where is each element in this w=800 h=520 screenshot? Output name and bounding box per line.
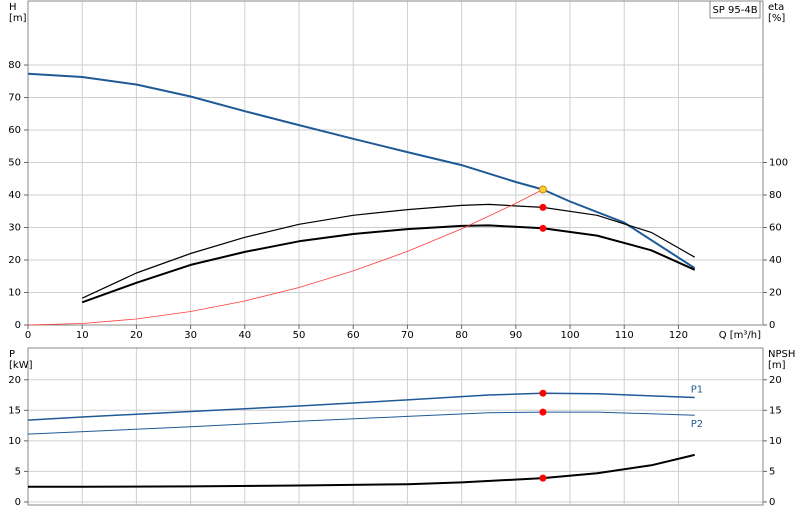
duty-point (539, 474, 547, 482)
y-tick-label: 10 (8, 436, 21, 447)
y-tick-label: 0 (15, 320, 21, 331)
y2-axis-label: eta (768, 2, 784, 13)
y-tick-label: 80 (8, 60, 21, 71)
y-axis-label: [m] (9, 13, 27, 24)
x-tick-label: 120 (669, 330, 688, 341)
y2-tick-label: 40 (769, 255, 782, 266)
title-box (709, 0, 761, 19)
y-tick-label: 0 (15, 497, 21, 508)
y-tick-label: 50 (8, 158, 21, 169)
x-axis-label: Q [m³/h] (719, 330, 761, 341)
series-label: P1 (691, 384, 703, 395)
y-tick-label: 20 (8, 375, 21, 386)
y-tick-label: 30 (8, 223, 21, 234)
duty-point (539, 224, 547, 232)
curve (27, 392, 695, 421)
x-tick-label: 110 (615, 330, 634, 341)
x-tick-label: 30 (184, 330, 197, 341)
y2-tick-label: 60 (769, 223, 782, 234)
curve (28, 453, 695, 488)
x-tick-label: 60 (347, 330, 360, 341)
x-tick-label: 40 (238, 330, 251, 341)
y-tick-label: 15 (8, 405, 21, 416)
y2-axis-label: NPSH (768, 349, 795, 360)
duty-point (538, 185, 547, 194)
y-axis-label: P (9, 349, 15, 360)
curve (81, 224, 696, 304)
duty-point (539, 408, 547, 416)
x-tick-label: 80 (455, 330, 468, 341)
duty-point (539, 389, 547, 397)
curve (27, 189, 544, 326)
y-axis-label: H (9, 2, 17, 13)
y-tick-label: 20 (8, 255, 21, 266)
y2-tick-label: 20 (769, 288, 782, 299)
y-axis-label: [kW] (9, 360, 33, 371)
y2-tick-label: 80 (769, 190, 782, 201)
x-tick-label: 50 (293, 330, 306, 341)
x-tick-label: 100 (560, 330, 579, 341)
x-tick-label: 70 (401, 330, 414, 341)
y-tick-label: 5 (15, 466, 21, 477)
y2-tick-label: 0 (769, 497, 775, 508)
curve (27, 411, 695, 435)
y-tick-label: 40 (8, 190, 21, 201)
x-tick-label: 10 (76, 330, 89, 341)
y2-tick-label: 0 (769, 320, 775, 331)
y2-tick-label: 5 (769, 466, 775, 477)
curve (27, 72, 696, 269)
y-tick-label: 60 (8, 125, 21, 136)
y2-axis-label: [%] (768, 13, 785, 24)
plot-frame (27, 347, 764, 506)
y2-axis-label: [m] (768, 360, 786, 371)
chart-title: SP 95-4B (712, 5, 757, 16)
y-tick-label: 70 (8, 93, 21, 104)
y2-tick-label: 10 (769, 436, 782, 447)
duty-point (539, 203, 547, 211)
x-tick-label: 90 (509, 330, 522, 341)
x-tick-label: 20 (130, 330, 143, 341)
x-tick-label: 0 (25, 330, 31, 341)
series-label: P2 (691, 419, 703, 430)
y2-tick-label: 15 (769, 405, 782, 416)
y2-tick-label: 20 (769, 375, 782, 386)
curve (81, 203, 695, 299)
y-tick-label: 10 (8, 288, 21, 299)
y2-tick-label: 100 (769, 158, 788, 169)
